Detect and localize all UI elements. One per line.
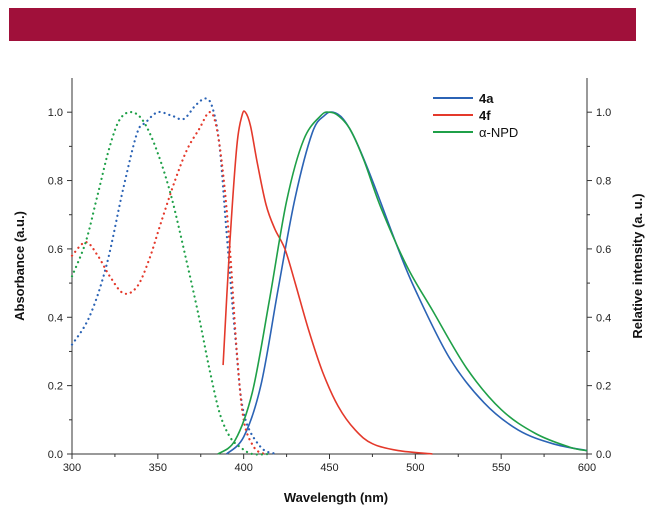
x-axis-title: Wavelength (nm)	[284, 490, 388, 505]
series-npd-emission	[217, 111, 588, 455]
x-tick-label: 500	[406, 462, 424, 474]
y-tick-label-left: 0.4	[48, 312, 63, 324]
y-tick-label-right: 0.6	[596, 244, 611, 256]
series-4f-emission	[222, 110, 433, 455]
legend: 4a 4f α-NPD	[433, 91, 518, 140]
y-tick-label-left: 1.0	[48, 107, 63, 119]
y-tick-label-left: 0.6	[48, 244, 63, 256]
legend-label: 4a	[479, 91, 494, 106]
series-4f-absorption	[70, 111, 266, 456]
legend-label: 4f	[479, 108, 491, 123]
x-tick-label: 450	[320, 462, 338, 474]
legend-label: α-NPD	[479, 125, 518, 140]
x-tick-label: 400	[234, 462, 252, 474]
x-tick-label: 350	[149, 462, 167, 474]
y-axis-right-title: Relative intensity (a. u.)	[630, 193, 645, 338]
x-tick-label: 600	[578, 462, 596, 474]
y-tick-label-left: 0.0	[48, 449, 63, 461]
series-4a-absorption	[70, 97, 280, 456]
y-tick-label-left: 0.8	[48, 176, 63, 188]
y-tick-label-right: 0.0	[596, 449, 611, 461]
x-tick-label: 300	[63, 462, 81, 474]
y-tick-label-right: 1.0	[596, 107, 611, 119]
y-tick-label-left: 0.2	[48, 381, 63, 393]
series-layer	[70, 97, 588, 456]
y-axis-left-title: Absorbance (a.u.)	[12, 211, 27, 321]
series-4a-emission	[225, 111, 588, 455]
header-banner	[9, 8, 636, 41]
y-tick-label-right: 0.2	[596, 381, 611, 393]
y-tick-label-right: 0.4	[596, 312, 611, 324]
x-tick-label: 550	[492, 462, 510, 474]
y-tick-label-right: 0.8	[596, 176, 611, 188]
series-npd-absorption	[70, 110, 271, 456]
